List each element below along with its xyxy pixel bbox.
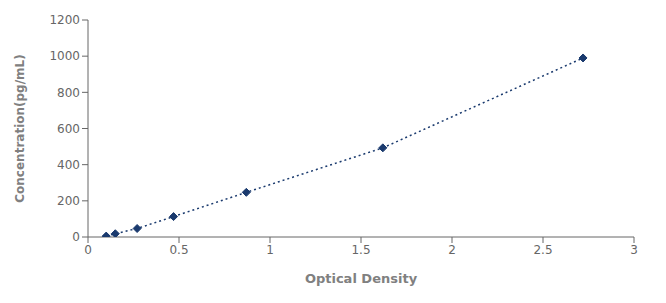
svg-text:800: 800	[57, 86, 80, 100]
svg-text:200: 200	[57, 194, 80, 208]
svg-text:Optical Density: Optical Density	[305, 271, 418, 286]
svg-text:0.5: 0.5	[169, 243, 188, 257]
svg-text:1000: 1000	[49, 49, 80, 63]
svg-text:1200: 1200	[49, 13, 80, 27]
svg-text:1: 1	[266, 243, 274, 257]
svg-text:400: 400	[57, 158, 80, 172]
svg-text:1.5: 1.5	[351, 243, 370, 257]
svg-text:0: 0	[72, 230, 80, 244]
svg-text:3: 3	[630, 243, 638, 257]
svg-text:2.5: 2.5	[533, 243, 552, 257]
svg-text:2: 2	[448, 243, 456, 257]
svg-text:Concentration(pg/mL): Concentration(pg/mL)	[13, 54, 27, 202]
svg-text:600: 600	[57, 122, 80, 136]
svg-text:0: 0	[84, 243, 92, 257]
